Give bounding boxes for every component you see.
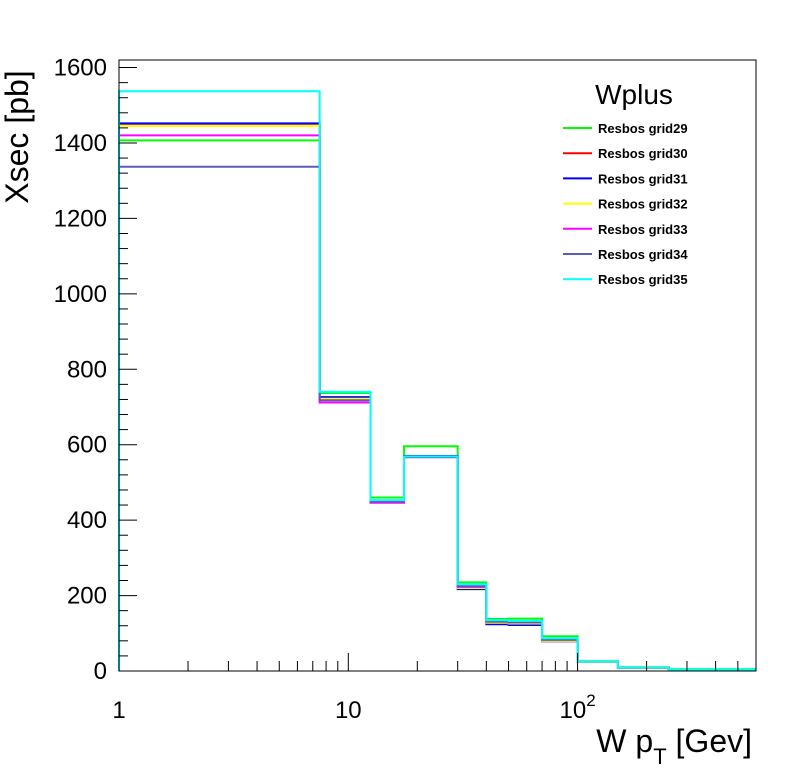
x-axis-label-subscript: T	[653, 744, 666, 769]
legend-label-2: Resbos grid30	[598, 146, 688, 161]
x-tick-label: 1	[112, 697, 125, 724]
x-axis-label-unit: [Gev]	[667, 723, 752, 759]
y-tick-label: 1400	[54, 130, 107, 157]
y-tick-label: 800	[67, 356, 107, 383]
legend-label-4: Resbos grid32	[598, 197, 688, 212]
series-line-7	[118, 90, 756, 671]
series-layer	[118, 90, 756, 671]
legend-label-3: Resbos grid31	[598, 171, 688, 186]
y-tick-label: 1200	[54, 205, 107, 232]
y-axis-label: Xsec [pb]	[0, 70, 35, 203]
legend-label-5: Resbos grid33	[598, 222, 688, 237]
legend-label-7: Resbos grid35	[598, 272, 688, 287]
y-tick-label: 1000	[54, 281, 107, 308]
legend-label-6: Resbos grid34	[598, 247, 688, 262]
y-tick-label: 0	[94, 658, 107, 685]
legend-title: Wplus	[595, 79, 673, 110]
y-tick-label: 600	[67, 432, 107, 459]
y-tick-label: 1600	[54, 55, 107, 82]
y-tick-label: 200	[67, 583, 107, 610]
x-tick-label: 102	[559, 691, 595, 724]
legend-entries: Resbos grid29 Resbos grid30 Resbos grid31 R…	[563, 121, 688, 287]
x-axis-label-main: W p	[596, 723, 653, 759]
x-axis-label: W pT [Gev]	[596, 723, 752, 769]
y-axis: 0 200 400 600 800 1000 1200 1400 1600	[54, 55, 137, 685]
x-tick-label: 10	[335, 697, 362, 724]
x-axis: 1 10 102	[112, 653, 757, 724]
plot-frame	[118, 59, 757, 672]
legend-label-1: Resbos grid29	[598, 121, 688, 136]
y-tick-label: 400	[67, 507, 107, 534]
